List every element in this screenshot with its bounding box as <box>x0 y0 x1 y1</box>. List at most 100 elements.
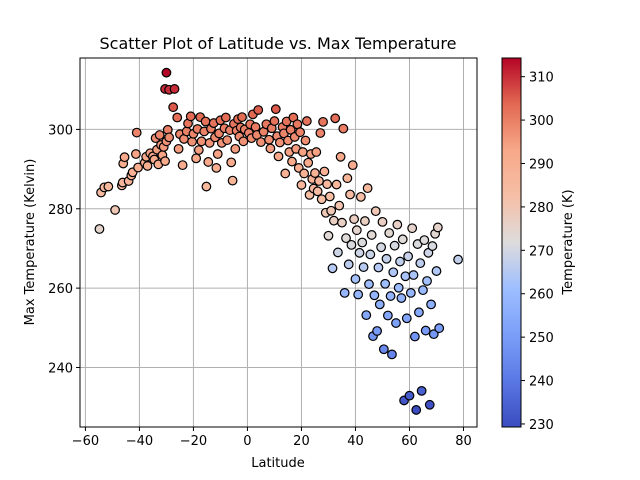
y-axis-label: Max Temperature (Kelvin) <box>23 159 38 326</box>
data-point <box>403 251 414 262</box>
data-point <box>404 390 415 401</box>
data-point <box>173 143 184 154</box>
data-point <box>301 116 312 126</box>
data-point <box>103 181 114 192</box>
data-point <box>378 344 389 355</box>
data-point <box>384 228 395 238</box>
data-point <box>374 299 385 310</box>
data-point <box>337 217 347 228</box>
data-point <box>185 111 196 122</box>
data-point <box>392 219 403 230</box>
data-point <box>355 191 366 202</box>
data-point <box>431 266 442 276</box>
data-point <box>191 153 202 164</box>
data-point <box>358 262 369 273</box>
data-point <box>395 256 405 267</box>
data-point <box>280 168 291 179</box>
x-tick-label: −60 <box>72 434 99 449</box>
data-point <box>353 289 364 300</box>
data-point <box>342 173 353 184</box>
data-point <box>265 143 276 154</box>
plot-frame <box>79 57 478 428</box>
data-point <box>419 235 430 246</box>
colorbar-tick-label: 310 <box>529 71 554 86</box>
data-point <box>264 134 274 145</box>
data-point <box>388 267 399 278</box>
data-point <box>312 186 323 197</box>
data-point <box>322 179 333 190</box>
data-point <box>391 318 401 328</box>
x-tick-label: 60 <box>401 434 418 449</box>
y-axis-ticks: 240 260 280 300 <box>48 123 80 376</box>
colorbar-ticks: 230 240 250 260 270 280 290 300 310 <box>521 71 554 433</box>
data-point <box>201 181 212 192</box>
data-point <box>357 237 368 248</box>
data-point <box>366 230 377 240</box>
data-point <box>396 293 407 303</box>
data-point <box>335 151 346 162</box>
data-point <box>110 205 121 215</box>
colorbar-tick-label: 250 <box>529 331 554 346</box>
data-point <box>389 240 400 251</box>
data-point <box>323 230 334 241</box>
x-tick-label: −20 <box>180 434 207 449</box>
data-point <box>434 323 445 334</box>
data-point <box>222 135 233 146</box>
data-point <box>287 156 297 167</box>
data-point <box>369 290 380 301</box>
data-point <box>314 176 324 186</box>
data-point <box>193 145 204 155</box>
x-tick-label: 20 <box>293 434 310 449</box>
data-point <box>273 151 284 162</box>
data-point <box>432 222 443 233</box>
data-point <box>347 160 358 171</box>
data-point <box>211 163 222 173</box>
data-point <box>361 310 372 321</box>
data-point <box>350 274 361 284</box>
colorbar-tick-label: 240 <box>529 375 554 390</box>
data-point <box>397 234 408 245</box>
data-point <box>330 113 341 124</box>
data-point <box>333 247 343 258</box>
data-point <box>203 157 214 167</box>
data-point <box>295 127 306 138</box>
data-point <box>154 130 165 140</box>
data-point <box>187 136 197 147</box>
data-point <box>351 225 362 236</box>
data-point <box>177 160 188 171</box>
data-point <box>169 84 180 94</box>
colorbar-tick-label: 260 <box>529 288 554 303</box>
data-point <box>238 136 249 147</box>
y-tick-label: 280 <box>48 203 73 218</box>
data-point <box>131 149 141 159</box>
data-point <box>418 285 428 296</box>
data-point <box>415 258 426 269</box>
data-point <box>405 287 416 298</box>
data-point <box>411 405 422 415</box>
data-point <box>164 132 175 143</box>
data-point <box>400 271 411 282</box>
data-point <box>299 168 310 179</box>
data-point <box>426 299 436 310</box>
data-point <box>377 216 388 227</box>
chart-title: Scatter Plot of Latitude vs. Max Tempera… <box>100 34 457 53</box>
data-point <box>393 282 404 293</box>
data-point <box>285 124 296 135</box>
data-point <box>381 253 392 264</box>
x-axis-label: Latitude <box>251 456 305 471</box>
data-point <box>354 247 365 258</box>
data-point <box>319 166 330 177</box>
data-point <box>364 279 374 290</box>
colorbar-tick-label: 290 <box>529 157 554 172</box>
y-tick-label: 300 <box>48 123 73 138</box>
data-point <box>372 326 382 336</box>
colorbar-label: Temperature (K) <box>561 189 576 295</box>
data-point <box>300 135 311 146</box>
data-point <box>334 200 345 211</box>
data-point <box>370 206 381 217</box>
data-point <box>315 128 326 138</box>
y-tick-label: 260 <box>48 282 73 297</box>
data-point <box>328 215 339 226</box>
